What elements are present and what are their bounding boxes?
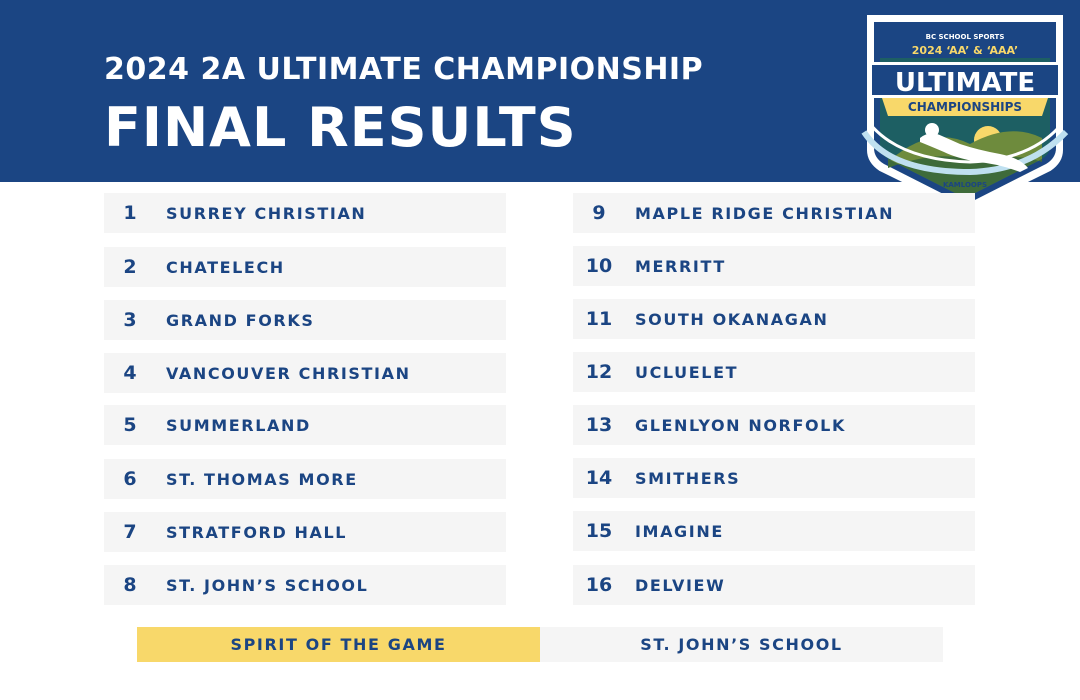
logo-year-text: 2024 ‘AA’ & ‘AAA’ <box>912 44 1018 57</box>
team-name: ST. JOHN’S SCHOOL <box>166 576 369 595</box>
team-name: MERRITT <box>635 257 726 276</box>
result-row: 5 SUMMERLAND <box>104 405 506 445</box>
result-row: 14 SMITHERS <box>573 458 975 498</box>
team-name: SURREY CHRISTIAN <box>166 204 367 223</box>
rank-number: 9 <box>592 202 606 224</box>
result-row: 12 UCLUELET <box>573 352 975 392</box>
rank-number: 4 <box>123 362 137 384</box>
team-name: MAPLE RIDGE CHRISTIAN <box>635 204 895 223</box>
result-row: 9 MAPLE RIDGE CHRISTIAN <box>573 193 975 233</box>
spirit-award-winner: ST. JOHN’S SCHOOL <box>540 627 943 662</box>
page-subtitle: 2024 2A ULTIMATE CHAMPIONSHIP <box>104 52 704 87</box>
team-name: GLENLYON NORFOLK <box>635 416 846 435</box>
rank-number: 3 <box>123 309 137 331</box>
rank-number: 14 <box>585 467 613 489</box>
team-name: ST. THOMAS MORE <box>166 470 358 489</box>
team-name: SMITHERS <box>635 469 741 488</box>
result-row: 8 ST. JOHN’S SCHOOL <box>104 565 506 605</box>
page-title: FINAL RESULTS <box>104 96 577 159</box>
team-name: VANCOUVER CHRISTIAN <box>166 364 411 383</box>
logo-word2-text: CHAMPIONSHIPS <box>908 100 1022 114</box>
championship-logo: BC SCHOOL SPORTS 2024 ‘AA’ & ‘AAA’ ULTIM… <box>861 15 1069 214</box>
result-row: 3 GRAND FORKS <box>104 300 506 340</box>
rank-number: 2 <box>123 256 137 278</box>
result-row: 13 GLENLYON NORFOLK <box>573 405 975 445</box>
rank-number: 6 <box>123 468 137 490</box>
rank-number: 8 <box>123 574 137 596</box>
result-row: 4 VANCOUVER CHRISTIAN <box>104 353 506 393</box>
logo-word1-text: ULTIMATE <box>895 68 1035 98</box>
team-name: SUMMERLAND <box>166 416 311 435</box>
rank-number: 16 <box>585 574 613 596</box>
logo-org-text: BC SCHOOL SPORTS <box>926 33 1005 41</box>
team-name: UCLUELET <box>635 363 739 382</box>
rank-number: 13 <box>585 414 613 436</box>
result-row: 11 SOUTH OKANAGAN <box>573 299 975 339</box>
team-name: STRATFORD HALL <box>166 523 348 542</box>
result-row: 6 ST. THOMAS MORE <box>104 459 506 499</box>
logo-location-text: KAMLOOPS <box>943 181 987 189</box>
team-name: IMAGINE <box>635 522 724 541</box>
rank-number: 5 <box>123 414 137 436</box>
rank-number: 7 <box>123 521 137 543</box>
rank-number: 12 <box>585 361 613 383</box>
team-name: SOUTH OKANAGAN <box>635 310 829 329</box>
rank-number: 1 <box>123 202 137 224</box>
result-row: 1 SURREY CHRISTIAN <box>104 193 506 233</box>
team-name: CHATELECH <box>166 258 285 277</box>
team-name: GRAND FORKS <box>166 311 315 330</box>
team-name: DELVIEW <box>635 576 726 595</box>
rank-number: 15 <box>585 520 613 542</box>
result-row: 10 MERRITT <box>573 246 975 286</box>
result-row: 2 CHATELECH <box>104 247 506 287</box>
result-row: 7 STRATFORD HALL <box>104 512 506 552</box>
rank-number: 11 <box>585 308 613 330</box>
rank-number: 10 <box>585 255 613 277</box>
result-row: 16 DELVIEW <box>573 565 975 605</box>
spirit-award-label: SPIRIT OF THE GAME <box>137 627 540 662</box>
result-row: 15 IMAGINE <box>573 511 975 551</box>
